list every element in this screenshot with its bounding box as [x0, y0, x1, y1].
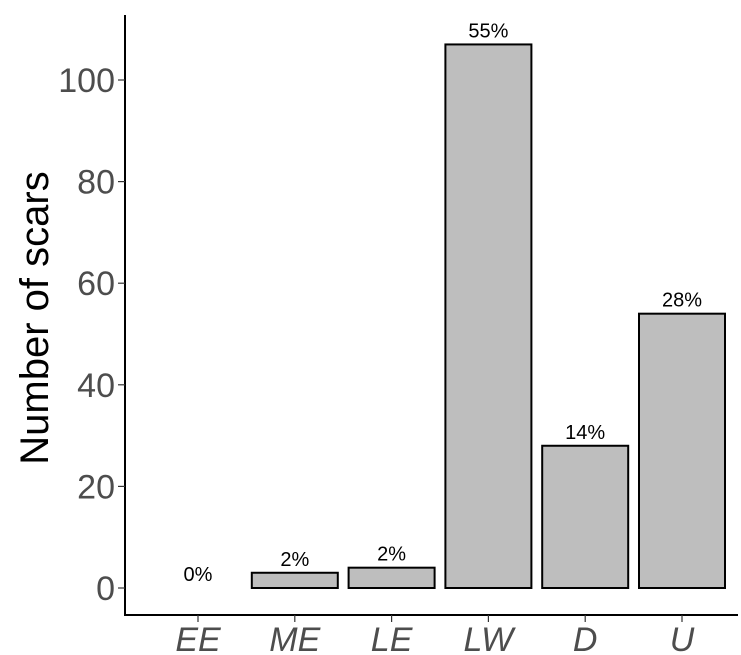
axes	[124, 15, 738, 616]
x-tick-label-d: D	[573, 621, 598, 655]
data-label-le: 2%	[377, 544, 406, 566]
data-labels: 0% 2% 2% 55% 14% 28%	[184, 20, 703, 586]
data-label-lw: 55%	[468, 20, 508, 42]
y-tick-label: 60	[77, 265, 115, 303]
data-label-d: 14%	[565, 422, 605, 444]
data-label-u: 28%	[662, 290, 702, 312]
y-tick-label: 100	[58, 62, 115, 100]
y-axis-ticks: 0 20 40 60 80 100	[58, 62, 125, 608]
bar-me	[250, 571, 339, 590]
x-tick-label-le: LE	[371, 621, 413, 655]
bars	[250, 43, 726, 590]
data-label-me: 2%	[280, 549, 309, 571]
x-tick-label-lw: LW	[464, 621, 517, 655]
y-tick-label: 80	[77, 164, 115, 202]
y-tick-label: 0	[96, 570, 115, 608]
x-axis-ticks: EE ME LE LW D U	[175, 615, 695, 655]
bar-u	[638, 312, 726, 589]
y-tick-label: 40	[77, 367, 115, 405]
data-label-ee: 0%	[184, 564, 213, 586]
y-axis-title: Number of scars	[13, 171, 57, 464]
x-tick-label-me: ME	[269, 621, 320, 655]
bar-d	[541, 444, 630, 590]
x-tick-label-ee: EE	[175, 621, 221, 655]
bar-lw	[444, 43, 533, 589]
x-tick-label-u: U	[670, 621, 695, 655]
y-tick-label: 20	[77, 468, 115, 506]
bar-le	[347, 566, 436, 589]
